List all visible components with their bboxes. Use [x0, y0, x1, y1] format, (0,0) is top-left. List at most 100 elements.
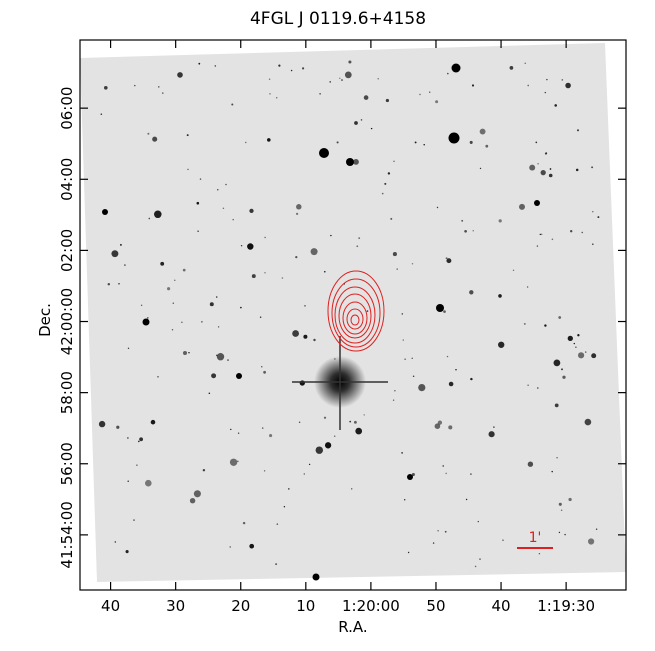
star	[217, 326, 220, 328]
star	[591, 353, 597, 359]
star	[537, 387, 539, 389]
star	[544, 91, 547, 94]
bright-star	[236, 373, 242, 379]
x-tick-label: 10	[296, 597, 315, 615]
star	[423, 144, 425, 146]
star	[199, 178, 202, 180]
star	[140, 304, 143, 307]
star	[157, 375, 159, 378]
star	[344, 71, 352, 79]
star	[588, 538, 595, 545]
star	[145, 479, 152, 487]
star	[237, 432, 240, 434]
star	[150, 419, 156, 425]
star	[575, 346, 577, 348]
star	[198, 62, 201, 65]
star	[548, 173, 553, 178]
star	[268, 78, 271, 80]
star	[437, 530, 439, 532]
sky-image	[80, 43, 626, 582]
star	[565, 82, 571, 89]
star	[445, 257, 448, 260]
star	[578, 352, 585, 359]
star	[139, 437, 144, 442]
star	[296, 204, 302, 210]
star	[435, 100, 439, 104]
star	[182, 268, 186, 272]
star	[404, 499, 406, 501]
star	[414, 141, 417, 144]
star	[188, 351, 190, 354]
star	[411, 472, 415, 477]
star	[160, 261, 165, 266]
star	[591, 243, 594, 246]
star	[407, 551, 410, 554]
star	[127, 437, 129, 439]
star	[502, 539, 504, 542]
star	[116, 425, 120, 429]
star	[469, 140, 473, 144]
star	[124, 264, 126, 266]
star	[230, 428, 232, 431]
star	[390, 217, 393, 220]
star	[148, 217, 151, 220]
star	[570, 230, 573, 233]
star	[114, 541, 117, 543]
bright-star	[142, 318, 150, 326]
star	[469, 290, 474, 295]
star	[549, 168, 552, 170]
plot-frame	[79, 39, 627, 591]
star	[591, 166, 594, 169]
star	[276, 97, 278, 99]
star	[323, 416, 327, 419]
star	[585, 351, 587, 353]
star	[558, 531, 561, 534]
star	[133, 519, 135, 521]
star	[304, 305, 306, 307]
star	[381, 192, 384, 195]
star	[498, 294, 502, 298]
y-axis-label: Dec.	[36, 303, 54, 337]
star	[392, 399, 395, 401]
star	[147, 132, 150, 135]
star	[561, 368, 563, 371]
star	[446, 355, 449, 358]
contour	[327, 270, 385, 352]
bright-star	[102, 209, 108, 215]
y-tick-label: 02:00	[58, 229, 76, 272]
star	[448, 381, 454, 387]
star	[568, 497, 572, 502]
star	[363, 414, 365, 416]
star	[437, 420, 443, 425]
star	[315, 446, 324, 454]
star	[215, 296, 218, 298]
star	[264, 236, 266, 239]
star	[127, 480, 129, 482]
star	[214, 65, 217, 67]
star	[402, 339, 404, 341]
star	[267, 138, 271, 142]
star	[298, 421, 301, 424]
star	[434, 423, 441, 430]
star	[283, 506, 286, 508]
star	[595, 528, 598, 530]
star	[419, 93, 421, 96]
star	[539, 233, 541, 236]
bright-star	[436, 304, 444, 312]
star	[354, 121, 358, 125]
star	[561, 79, 564, 81]
star	[535, 141, 538, 144]
star	[470, 473, 472, 475]
star	[387, 172, 391, 175]
star	[479, 558, 481, 560]
star	[216, 353, 225, 361]
star	[329, 81, 331, 83]
star	[527, 84, 530, 87]
star	[485, 144, 489, 148]
star	[558, 502, 562, 506]
star	[558, 316, 562, 319]
star	[104, 86, 108, 90]
star	[537, 163, 539, 165]
star	[576, 129, 580, 132]
star	[313, 338, 316, 342]
